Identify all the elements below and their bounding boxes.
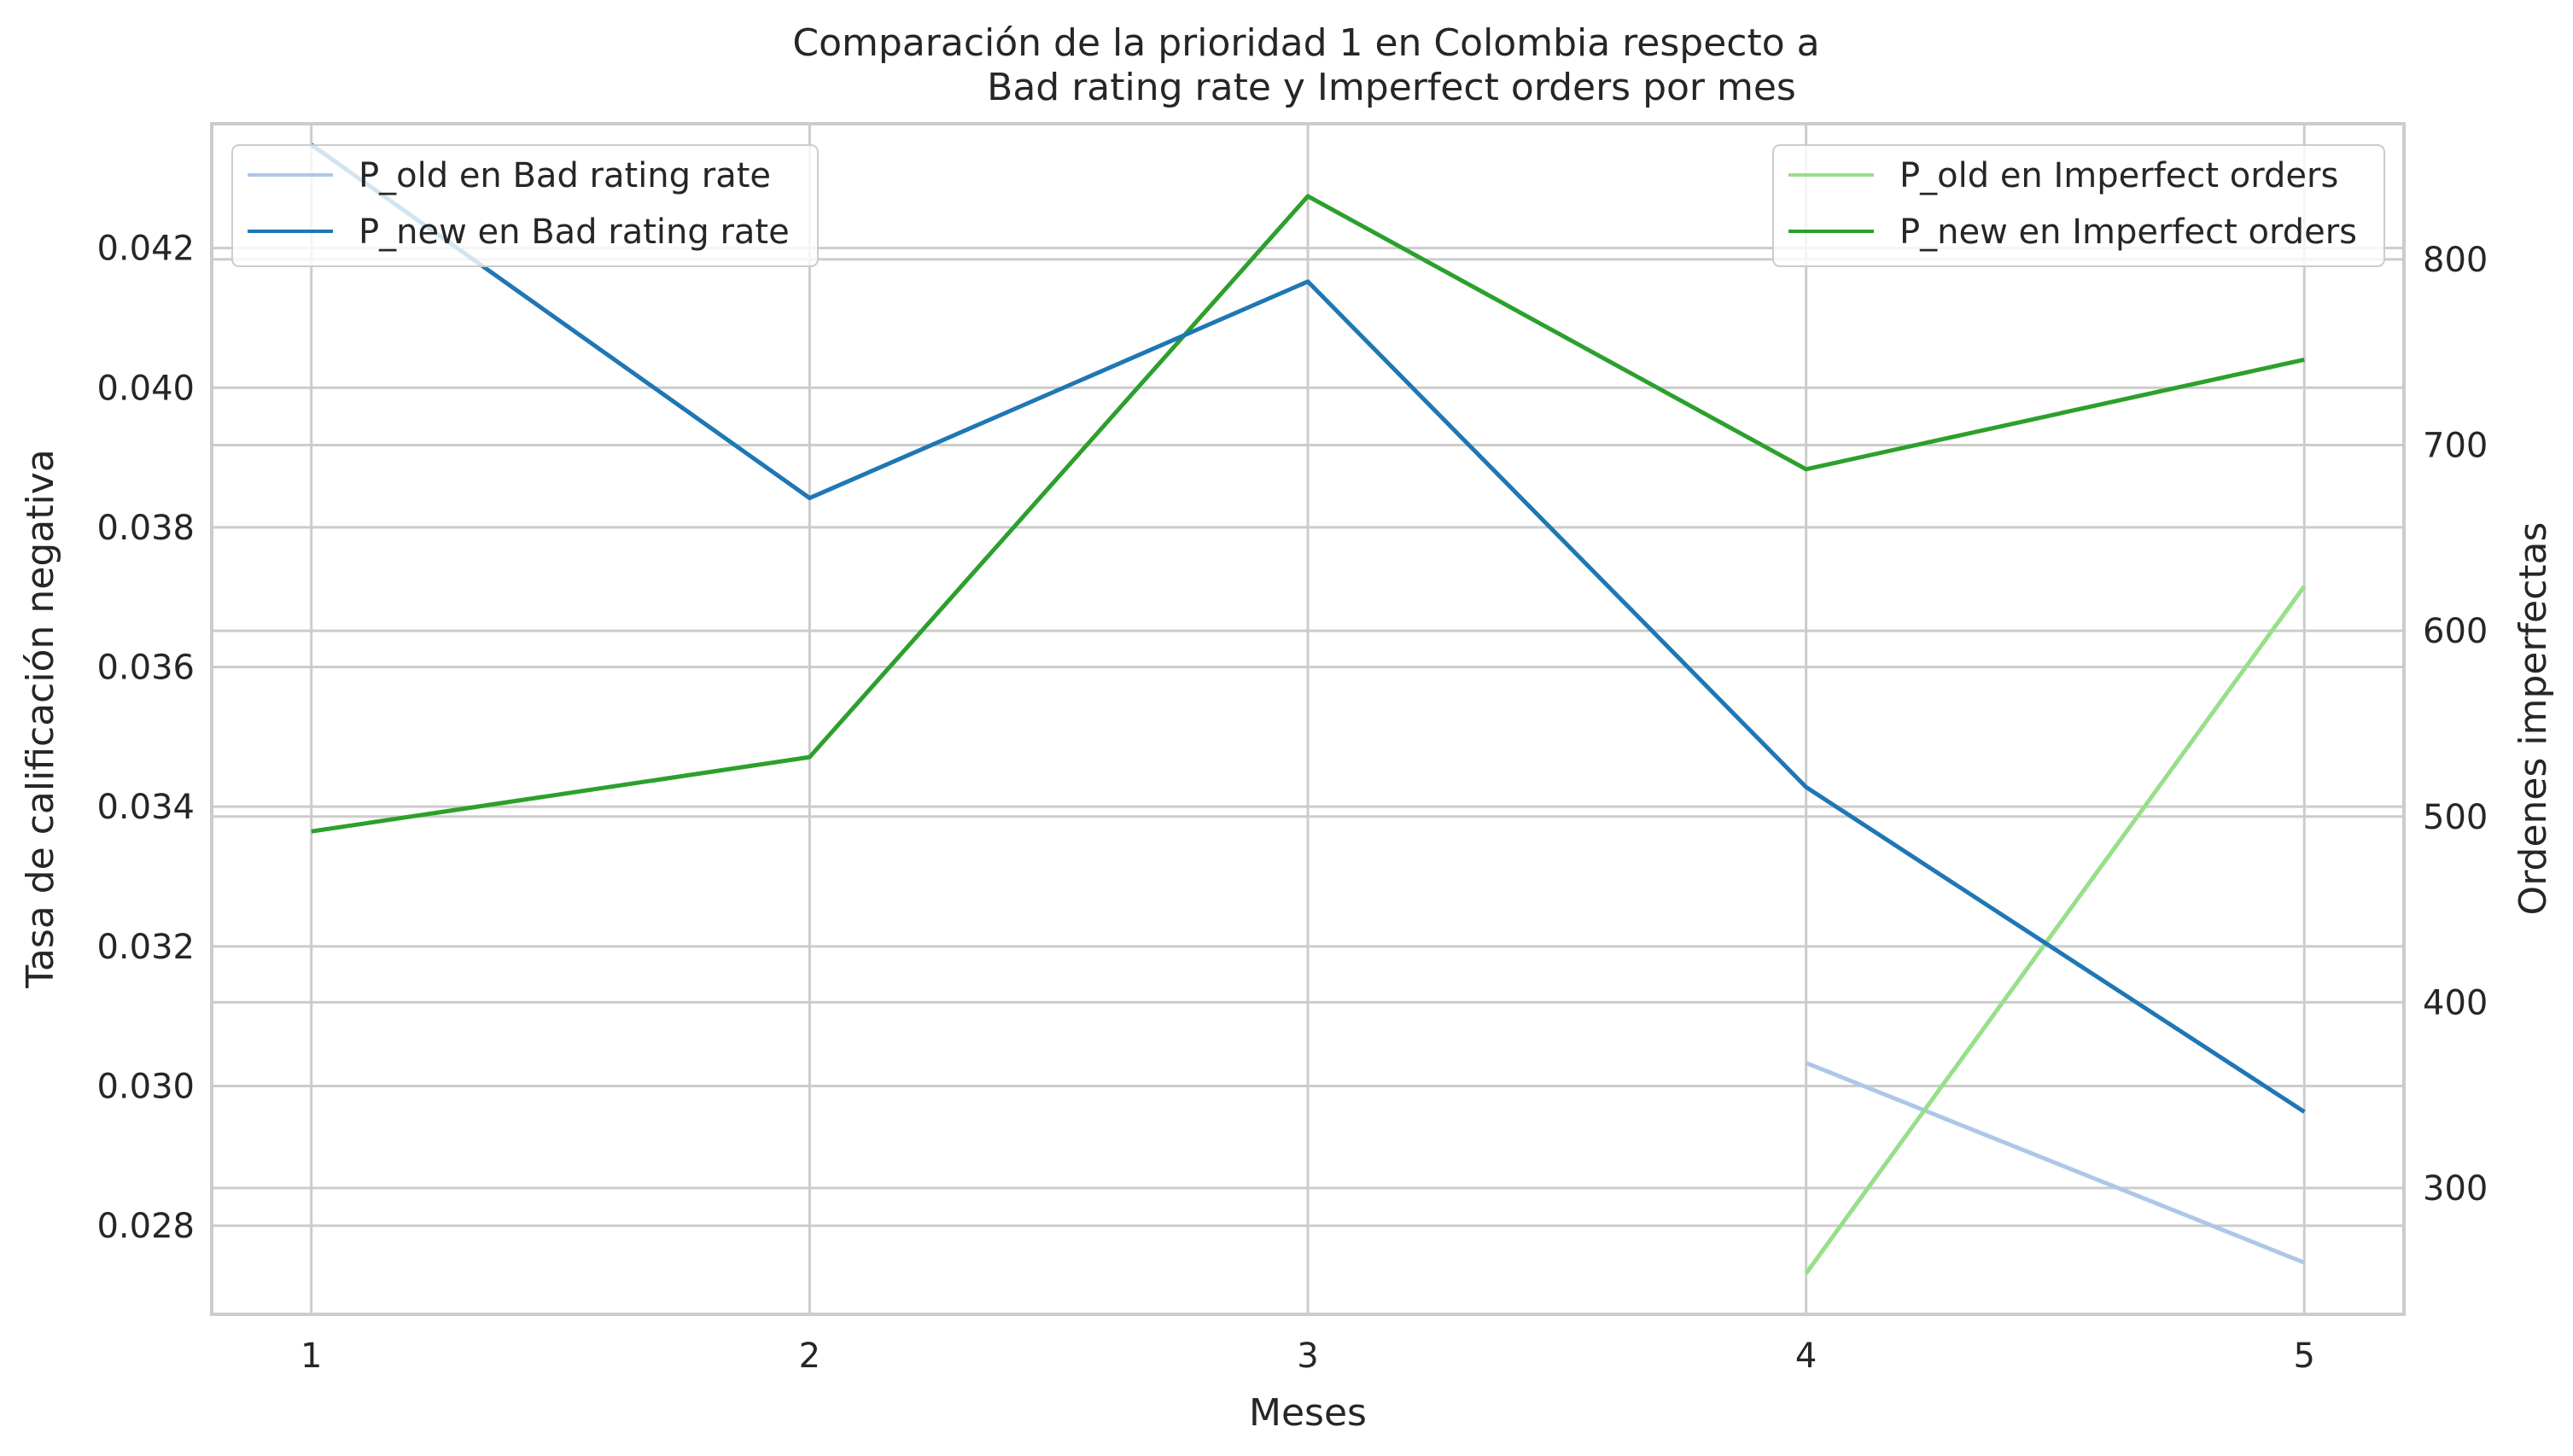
x-axis-title: Meses [1249, 1391, 1367, 1435]
left-y-tick-label: 0.028 [96, 1207, 195, 1246]
right-y-tick-label: 300 [2423, 1169, 2488, 1208]
right-y-tick-label: 400 [2423, 983, 2488, 1022]
right-y-axis-title: Ordenes imperfectas [2512, 522, 2555, 916]
left-y-tick-label: 0.034 [96, 788, 195, 827]
left-y-gridlines [212, 247, 2404, 1227]
right-y-tick-label: 500 [2423, 798, 2488, 837]
right-y-tick-label: 700 [2423, 426, 2488, 465]
series-line-p-old-bad-rating-rate [1805, 1061, 2306, 1265]
series-line-p-new-bad-rating-rate [310, 143, 2306, 1114]
left-y-tick-label: 0.030 [96, 1067, 195, 1106]
legend-right-label-p-new: P_new en Imperfect orders [1899, 213, 2357, 252]
x-tick-label: 1 [300, 1337, 322, 1376]
left-y-tick-label: 0.032 [96, 928, 195, 967]
x-tick-label: 2 [799, 1337, 820, 1376]
left-y-tick-label: 0.040 [96, 369, 195, 408]
series-line-p-old-imperfect-orders [1804, 585, 2307, 1275]
legend-right-label-p-old: P_old en Imperfect orders [1899, 156, 2338, 195]
chart-title-line-1: Comparación de la prioridad 1 en Colombi… [792, 21, 1819, 65]
left-y-tick-labels: 0.028 0.030 0.032 0.034 0.036 0.038 0.040 0.042 [96, 230, 195, 1246]
left-y-tick-label: 0.042 [96, 230, 195, 269]
right-y-tick-labels: 300 400 500 600 700 800 [2423, 241, 2488, 1208]
plot-frame [210, 122, 2406, 1316]
series-lines [310, 143, 2307, 1275]
legend-left: P_old en Bad rating rate P_new en Bad ra… [231, 144, 819, 267]
x-gridlines [310, 124, 2306, 1314]
left-y-axis-title: Tasa de calificación negativa [19, 449, 62, 988]
legend-right: P_old en Imperfect orders P_new en Imper… [1772, 144, 2385, 267]
legend-left-box [231, 144, 819, 267]
legend-right-box [1772, 144, 2385, 267]
right-y-tick-label: 600 [2423, 612, 2488, 651]
right-y-tick-label: 800 [2423, 241, 2488, 280]
x-tick-label: 3 [1297, 1337, 1318, 1376]
series-line-p-new-imperfect-orders [311, 194, 2305, 834]
chart-title-line-2: Bad rating rate y Imperfect orders por m… [987, 66, 1796, 109]
x-tick-labels: 1 2 3 4 5 [300, 1337, 2315, 1376]
x-tick-label: 4 [1795, 1337, 1817, 1376]
legend-left-label-p-new: P_new en Bad rating rate [359, 213, 790, 252]
left-y-tick-label: 0.036 [96, 649, 195, 688]
legend-left-label-p-old: P_old en Bad rating rate [359, 156, 771, 195]
x-tick-label: 5 [2294, 1337, 2315, 1376]
left-y-tick-label: 0.038 [96, 509, 195, 548]
